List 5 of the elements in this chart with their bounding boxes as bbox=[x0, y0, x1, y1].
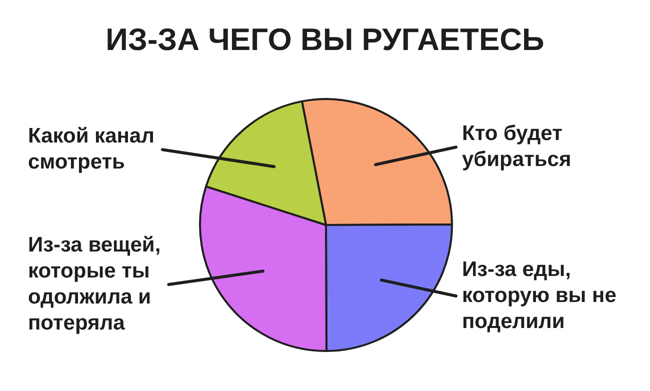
slice-label: Из-за еды, которую вы не поделили bbox=[462, 258, 616, 333]
slice-label: Кто будет убираться bbox=[462, 122, 572, 171]
chart-title: ИЗ-ЗА ЧЕГО ВЫ РУГАЕТЕСЬ bbox=[104, 22, 546, 58]
slice-label: Из-за вещей, которые ты одолжила и потеряла bbox=[28, 233, 161, 334]
slice-label: Какой канал смотреть bbox=[28, 124, 154, 174]
